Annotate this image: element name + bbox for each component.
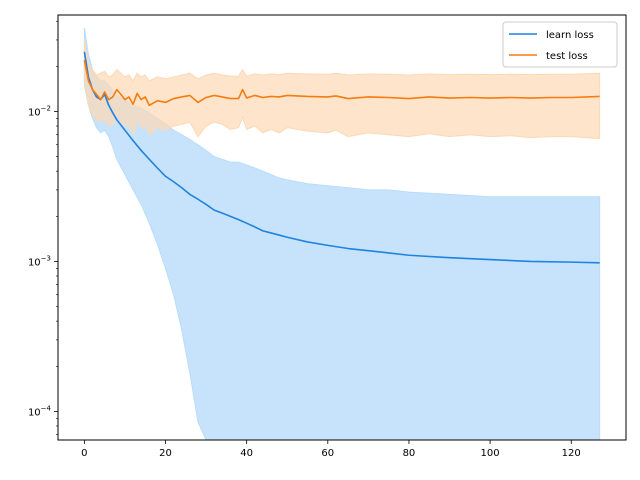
y-axis: 10−4 10−3 10−2 [28, 20, 58, 435]
plot-frame [57, 14, 627, 441]
x-tick-label: 100 [481, 448, 500, 459]
x-tick-label: 20 [159, 448, 172, 459]
y-tick-label: 10−3 [28, 254, 51, 268]
line-series-1 [83, 51, 600, 264]
confidence-bands [83, 27, 601, 440]
x-tick-label: 40 [240, 448, 253, 459]
x-tick-label: 0 [81, 448, 87, 459]
line-series-2 [83, 59, 600, 107]
series-lines [83, 51, 600, 264]
y-tick-label: 10−4 [28, 404, 52, 418]
x-axis: 0 20 40 60 80 100 120 [81, 440, 581, 459]
band-series-2 [83, 39, 601, 140]
legend: learn loss test loss [502, 21, 618, 68]
x-tick-label: 80 [403, 448, 416, 459]
x-tick-label: 60 [321, 448, 334, 459]
y-tick-label: 10−2 [28, 104, 51, 118]
legend-label-1: learn loss [546, 30, 594, 41]
x-tick-label: 120 [562, 448, 581, 459]
legend-label-2: test loss [546, 51, 588, 62]
